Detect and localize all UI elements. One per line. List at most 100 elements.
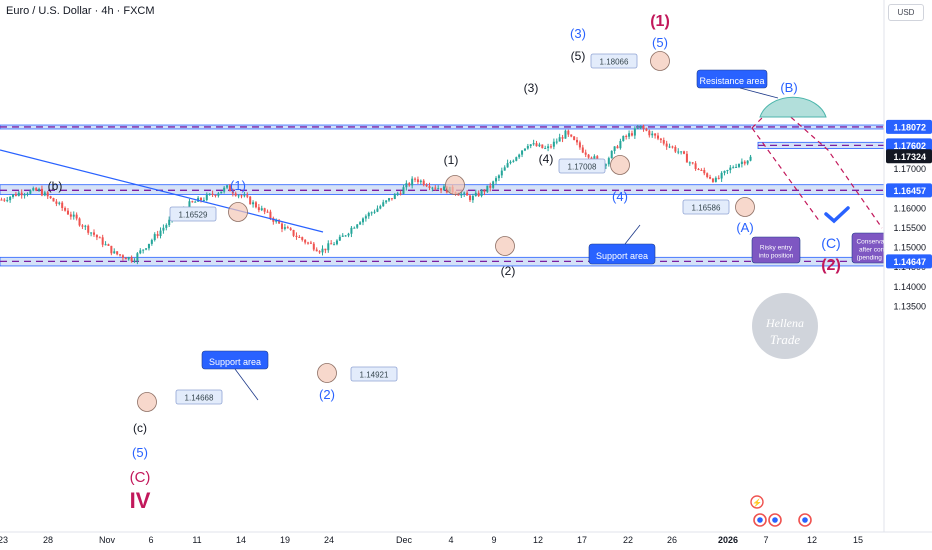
wave-label: (1) xyxy=(230,178,246,193)
candle-body xyxy=(370,212,373,214)
candle-body xyxy=(286,227,289,229)
candle-body xyxy=(75,214,78,219)
conservative-entry-label-text: after corr xyxy=(859,246,886,253)
candle-body xyxy=(714,177,717,182)
candle-body xyxy=(92,232,96,235)
candle-body xyxy=(396,193,399,195)
candle-body xyxy=(327,243,330,251)
candle-body xyxy=(136,253,139,261)
candle-body xyxy=(390,198,393,200)
candle-body xyxy=(654,133,657,136)
candle-body xyxy=(625,135,628,137)
candle-body xyxy=(228,185,231,192)
candle-body xyxy=(304,239,307,243)
candle-body xyxy=(749,156,752,161)
candle-body xyxy=(315,249,318,252)
candle-body xyxy=(567,130,570,135)
candle-body xyxy=(486,185,489,192)
trendline xyxy=(0,149,324,233)
target-arc xyxy=(759,96,827,118)
candle-body xyxy=(283,227,286,229)
candle-body xyxy=(139,250,142,254)
candle-body xyxy=(468,195,472,201)
candle-body xyxy=(191,201,194,203)
wave-label: (A) xyxy=(736,220,753,235)
candle-body xyxy=(278,220,281,224)
candle-body xyxy=(408,183,411,186)
candle-body xyxy=(425,185,428,187)
candle-body xyxy=(613,146,616,151)
candle-body xyxy=(477,192,480,196)
forecast-path-risky xyxy=(751,127,821,223)
resistance-area-label-box xyxy=(696,69,768,89)
candle-body xyxy=(211,193,214,196)
candle-body xyxy=(220,191,223,194)
candle-body xyxy=(159,230,162,236)
candle-body xyxy=(630,133,633,136)
candle-body xyxy=(341,235,344,237)
currency-button[interactable]: USD xyxy=(888,4,924,21)
candle-body xyxy=(506,163,509,168)
candle-body xyxy=(419,180,422,183)
candle-body xyxy=(307,242,310,244)
time-tick-label: 19 xyxy=(280,535,290,545)
wave-labels-layer: Resistance area Support area Support area R… xyxy=(48,13,893,513)
time-tick-label: 24 xyxy=(324,535,334,545)
candle-body xyxy=(526,146,529,149)
pivot-circle xyxy=(735,197,755,217)
candle-body xyxy=(32,188,35,191)
candle-body xyxy=(121,255,124,258)
candle-body xyxy=(610,150,613,159)
candle-body xyxy=(23,194,26,196)
zones-layer xyxy=(0,124,885,267)
candle-body xyxy=(732,167,735,169)
candle-body xyxy=(385,200,388,203)
candle-body xyxy=(130,257,133,262)
price-axis: 1.175001.170001.160001.155001.150001.145… xyxy=(883,0,932,550)
candle-body xyxy=(353,227,356,229)
candle-body xyxy=(471,195,474,201)
candle-body xyxy=(416,179,419,183)
risky-entry-label-text: Risky entry xyxy=(760,245,793,252)
candle-body xyxy=(257,207,260,211)
wave-label: (C) xyxy=(821,235,840,251)
candle-body xyxy=(364,216,367,219)
candle-body xyxy=(95,234,98,238)
candle-body xyxy=(428,186,431,188)
candle-body xyxy=(677,151,680,153)
candle-body xyxy=(333,244,336,246)
candle-body xyxy=(269,211,272,219)
candle-body xyxy=(350,227,353,234)
price-tick-label: 1.16000 xyxy=(893,203,926,213)
candle-body xyxy=(254,202,257,208)
candle-body xyxy=(382,202,385,207)
callout-pointer xyxy=(624,224,641,245)
candle-body xyxy=(202,199,205,201)
candle-body xyxy=(6,200,9,202)
candle-body xyxy=(694,163,697,169)
time-tick-label: 17 xyxy=(577,535,587,545)
candle-body xyxy=(356,224,359,228)
price-tick-label: 1.14000 xyxy=(893,282,926,292)
candle-body xyxy=(737,164,740,167)
candle-body xyxy=(240,195,243,197)
price-marker-label: 1.18072 xyxy=(893,122,926,132)
candle-body xyxy=(43,192,46,196)
candle-body xyxy=(529,144,532,147)
candle-body xyxy=(234,193,237,196)
candle-body xyxy=(463,192,466,194)
candle-body xyxy=(107,244,110,246)
candle-body xyxy=(324,248,327,251)
candle-body xyxy=(217,193,220,196)
candle-body xyxy=(188,201,191,210)
price-tag-box xyxy=(175,389,223,405)
time-tick-label: 7 xyxy=(763,535,768,545)
candle-body xyxy=(717,177,720,179)
candle-body xyxy=(746,160,749,164)
price-tag-label: 1.17008 xyxy=(568,163,597,172)
candle-body xyxy=(208,193,211,195)
price-tag-label: 1.14921 xyxy=(360,371,389,380)
price-marker-box xyxy=(886,149,932,164)
candle-body xyxy=(570,134,573,137)
